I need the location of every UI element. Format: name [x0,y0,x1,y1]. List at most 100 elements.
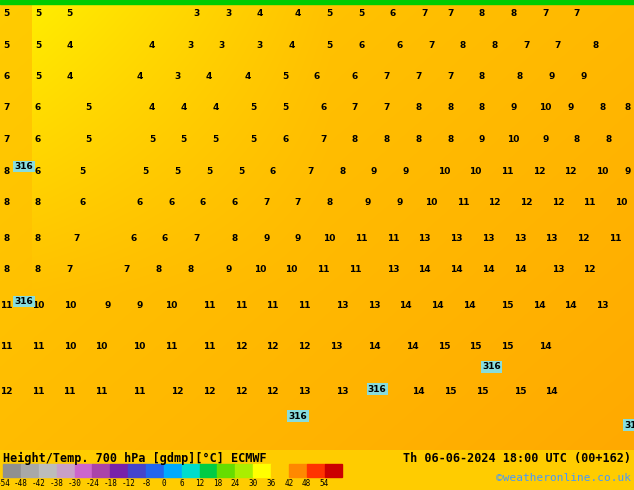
Bar [182,464,200,477]
Text: 3: 3 [187,41,193,49]
Text: 7: 7 [193,234,200,243]
Text: 5: 5 [212,135,219,144]
Text: 9: 9 [105,301,111,311]
Text: 7: 7 [384,72,390,81]
Text: 10: 10 [323,234,336,243]
Text: 9: 9 [263,234,269,243]
Text: 9: 9 [548,72,555,81]
Text: 10: 10 [507,135,520,144]
Text: 11: 11 [501,167,514,175]
Text: 10: 10 [437,167,450,175]
Text: 11: 11 [0,301,13,311]
Text: 15: 15 [476,387,488,396]
Text: 31: 31 [624,421,634,430]
Text: 54: 54 [320,479,329,488]
Text: 14: 14 [431,301,444,311]
Text: 5: 5 [3,9,10,18]
Text: 15: 15 [501,342,514,351]
Text: 12: 12 [583,266,596,274]
Text: 11: 11 [456,198,469,207]
Text: 11: 11 [355,234,368,243]
Text: 14: 14 [545,387,558,396]
Bar [271,464,289,477]
Text: Th 06-06-2024 18:00 UTC (00+162): Th 06-06-2024 18:00 UTC (00+162) [403,452,631,465]
Text: 13: 13 [336,387,349,396]
Text: Height/Temp. 700 hPa [gdmp][°C] ECMWF: Height/Temp. 700 hPa [gdmp][°C] ECMWF [3,452,267,465]
Text: 8: 8 [35,198,41,207]
Text: 9: 9 [371,167,377,175]
Text: 7: 7 [415,72,422,81]
Text: 14: 14 [514,266,526,274]
Text: 6: 6 [352,72,358,81]
Text: 15: 15 [501,301,514,311]
Text: 6: 6 [314,72,320,81]
Bar [3,464,21,477]
Text: 6: 6 [269,167,276,175]
Text: 12: 12 [564,167,577,175]
Text: 11: 11 [63,387,76,396]
Bar [200,464,217,477]
Text: 9: 9 [580,72,586,81]
Text: 5: 5 [282,72,288,81]
Text: 9: 9 [365,198,371,207]
Text: 14: 14 [450,266,463,274]
Text: 14: 14 [412,387,425,396]
Bar [164,464,182,477]
Text: 316: 316 [482,362,501,371]
Text: 14: 14 [374,387,387,396]
Text: 11: 11 [203,342,216,351]
Text: 14: 14 [539,342,552,351]
Text: 5: 5 [143,167,149,175]
Text: 5: 5 [238,167,244,175]
Text: 8: 8 [574,135,580,144]
Text: 5: 5 [149,135,155,144]
Text: 12: 12 [266,387,279,396]
Bar [110,464,128,477]
Text: 6: 6 [396,41,403,49]
Text: 12: 12 [577,234,590,243]
Text: -18: -18 [103,479,117,488]
Text: 8: 8 [3,198,10,207]
Text: 6: 6 [179,479,184,488]
Text: 4: 4 [67,72,73,81]
Text: 6: 6 [320,103,327,113]
Text: 12: 12 [171,387,184,396]
Text: 13: 13 [418,234,431,243]
Text: 12: 12 [488,198,501,207]
Text: 12: 12 [533,167,545,175]
Text: 15: 15 [514,387,526,396]
Text: 6: 6 [200,198,206,207]
Text: 8: 8 [384,135,390,144]
Text: 12: 12 [235,387,247,396]
Bar [253,464,271,477]
Text: 7: 7 [263,198,269,207]
Text: 4: 4 [244,72,250,81]
Text: 14: 14 [368,342,380,351]
Text: 8: 8 [327,198,333,207]
Text: 11: 11 [387,234,399,243]
Text: 15: 15 [469,342,482,351]
Text: 5: 5 [35,41,41,49]
Text: 4: 4 [257,9,263,18]
Text: 12: 12 [203,387,216,396]
Text: -30: -30 [68,479,82,488]
Text: 4: 4 [67,41,73,49]
Text: 11: 11 [133,387,146,396]
Text: 8: 8 [517,72,523,81]
Text: 14: 14 [463,301,476,311]
Text: 316: 316 [15,162,34,171]
Text: 8: 8 [460,41,466,49]
Text: 11: 11 [165,342,178,351]
Text: 4: 4 [181,103,187,113]
Text: 13: 13 [482,234,495,243]
Bar [235,464,253,477]
Text: 11: 11 [583,198,596,207]
Text: 4: 4 [149,103,155,113]
Text: 6: 6 [162,234,168,243]
Text: ©weatheronline.co.uk: ©weatheronline.co.uk [496,473,631,483]
Text: 8: 8 [155,266,162,274]
Text: 3: 3 [219,41,225,49]
Text: 13: 13 [545,234,558,243]
Text: -38: -38 [50,479,63,488]
Text: 6: 6 [358,41,365,49]
